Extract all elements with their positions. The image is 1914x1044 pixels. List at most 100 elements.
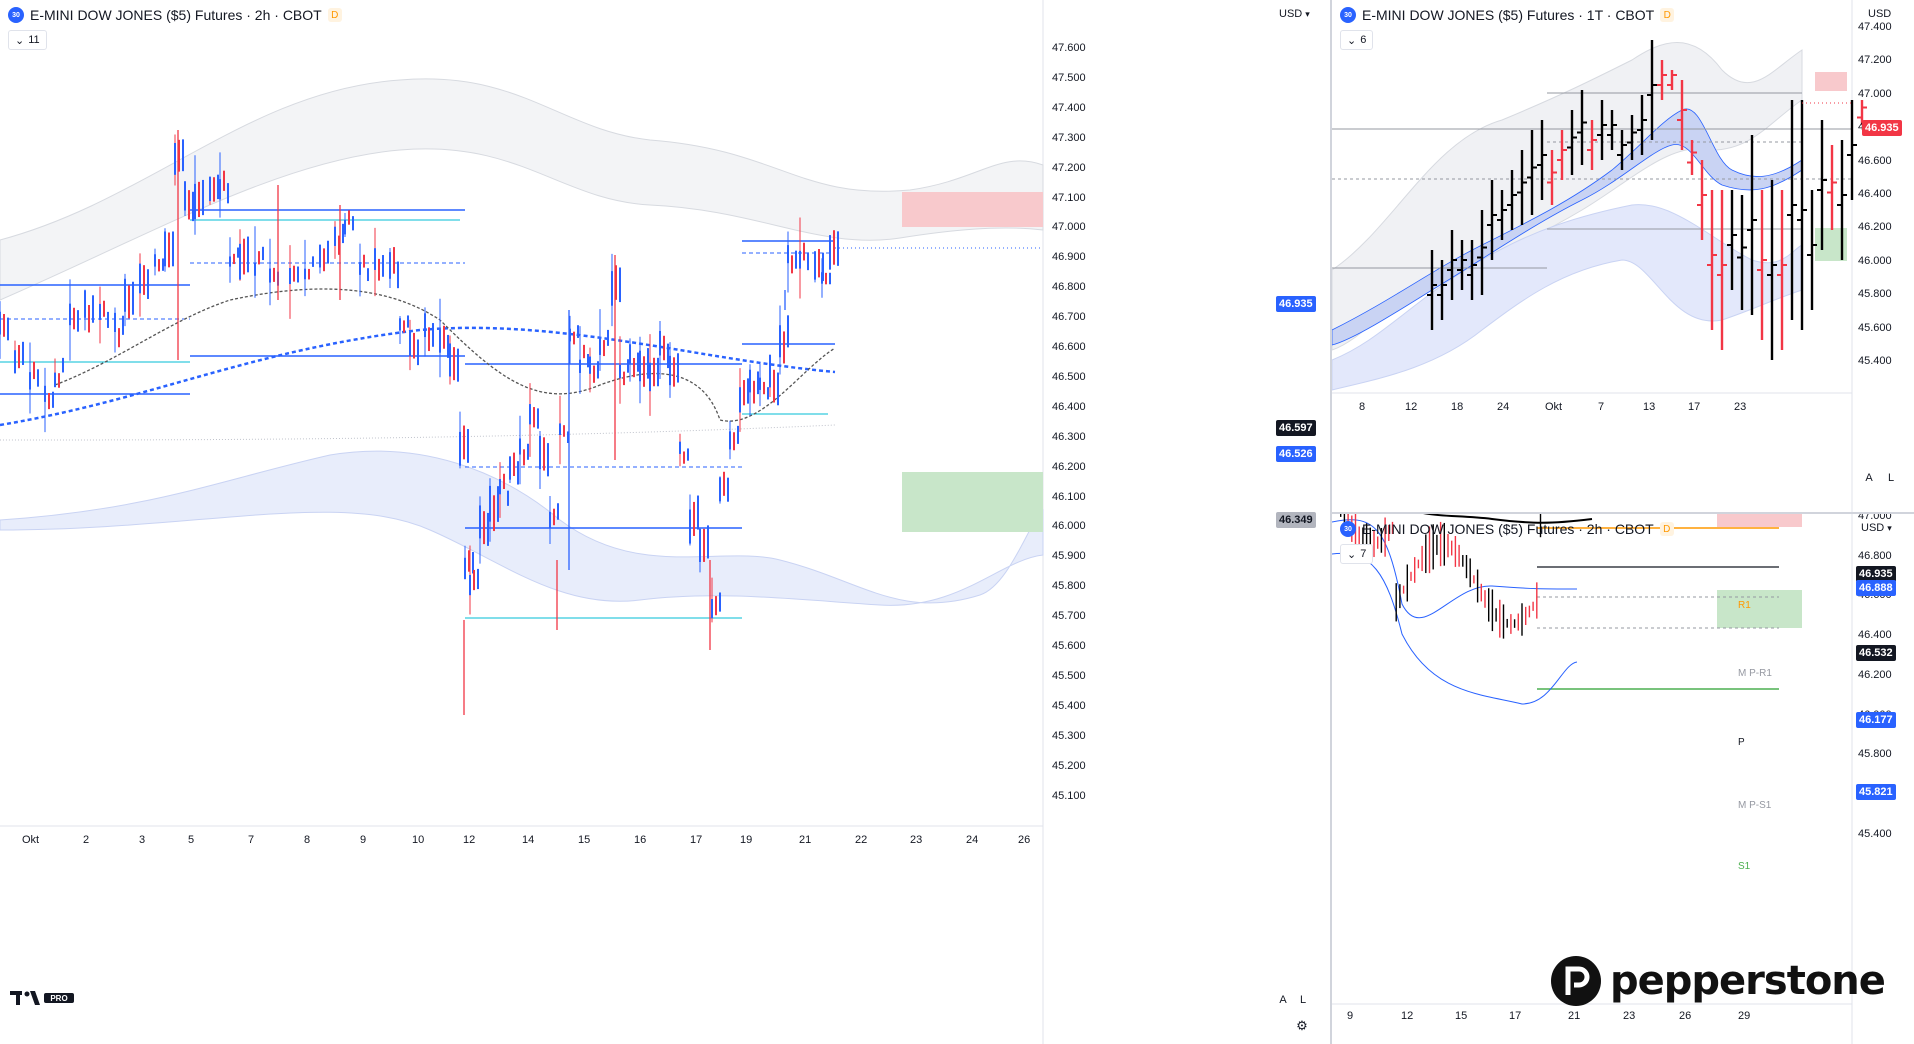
time-axis-label: 22 bbox=[855, 834, 868, 846]
price-axis-label: 47.600 bbox=[1052, 42, 1086, 54]
price-axis-label: 45.800 bbox=[1858, 748, 1892, 761]
price-axis-label: 47.000 bbox=[1052, 221, 1086, 234]
price-axis-label: 46.200 bbox=[1858, 668, 1892, 681]
supply-zone bbox=[1717, 514, 1802, 527]
log-scale-button[interactable]: L bbox=[1887, 472, 1895, 484]
price-axis-label: 46.600 bbox=[1858, 154, 1892, 167]
last-price-tag: 46.935 bbox=[1856, 566, 1896, 582]
indicators-count: 6 bbox=[1360, 34, 1367, 46]
ma-dotted bbox=[0, 424, 836, 441]
intraday-chart-title[interactable]: E-MINI DOW JONES ($5) Futures · 2h · CBO… bbox=[1362, 521, 1654, 537]
price-axis-label: 46.600 bbox=[1052, 341, 1086, 353]
time-axis-label: 12 bbox=[1405, 401, 1418, 413]
delayed-badge: D bbox=[1660, 8, 1675, 22]
vwap-lower-band-1 bbox=[1332, 519, 1578, 619]
indicators-toggle[interactable]: ⌄ 7 bbox=[1340, 544, 1374, 564]
price-axis-label: 47.200 bbox=[1052, 161, 1086, 174]
daily-chart-header: 30 E-MINI DOW JONES ($5) Futures · 1T · … bbox=[1340, 5, 1675, 25]
time-axis-label: 15 bbox=[1455, 1010, 1468, 1022]
symbol-badge[interactable]: 30 bbox=[1340, 521, 1356, 537]
chevron-down-icon: ▾ bbox=[1305, 8, 1310, 19]
ma-long bbox=[0, 326, 836, 427]
price-axis-label: 46.800 bbox=[1052, 281, 1086, 294]
time-axis-label: 19 bbox=[740, 834, 753, 846]
time-axis-label: 7 bbox=[1598, 401, 1605, 413]
daily-chart-title[interactable]: E-MINI DOW JONES ($5) Futures · 1T · CBO… bbox=[1362, 7, 1655, 23]
last-price-tag: 46.935 bbox=[1862, 120, 1902, 136]
price-axis-label: 46.700 bbox=[1052, 311, 1086, 324]
currency-selector[interactable]: USD bbox=[1864, 6, 1895, 22]
price-axis-label: 46.400 bbox=[1858, 629, 1892, 642]
demand-zone bbox=[1717, 590, 1802, 628]
price-axis-label: 46.100 bbox=[1052, 490, 1086, 503]
indicators-count: 11 bbox=[28, 34, 40, 46]
tradingview-logo: PRO bbox=[10, 991, 74, 1005]
main-chart-pane[interactable]: 30 E-MINI DOW JONES ($5) Futures · 2h · … bbox=[0, 0, 1332, 1044]
price-axis-label: 45.400 bbox=[1052, 699, 1086, 712]
price-axis-label: 45.700 bbox=[1052, 610, 1086, 623]
price-tag: 46.532 bbox=[1856, 645, 1896, 661]
time-axis-label: 21 bbox=[1568, 1010, 1581, 1022]
auto-scale-button[interactable]: A bbox=[1279, 994, 1287, 1006]
daily-chart-canvas[interactable] bbox=[1332, 0, 1914, 512]
currency-label: USD bbox=[1861, 522, 1885, 534]
price-axis-label: 45.900 bbox=[1052, 550, 1086, 563]
main-chart-canvas[interactable] bbox=[0, 0, 1330, 1044]
delayed-badge: D bbox=[1659, 522, 1674, 536]
price-axis-label: 46.300 bbox=[1052, 430, 1086, 443]
price-axis-label: 45.500 bbox=[1052, 669, 1086, 682]
time-axis-label: 12 bbox=[463, 834, 476, 846]
currency-selector[interactable]: USD ▾ bbox=[1857, 520, 1896, 536]
price-tag: 46.177 bbox=[1856, 712, 1896, 728]
time-axis-label: 23 bbox=[910, 834, 923, 846]
price-tag: 46.597 bbox=[1276, 420, 1316, 436]
time-axis-label: 13 bbox=[1643, 401, 1656, 413]
time-axis-label: Okt bbox=[22, 834, 40, 846]
pivot-label-r1: R1 bbox=[1738, 600, 1751, 611]
indicators-toggle[interactable]: ⌄ 6 bbox=[1340, 30, 1374, 50]
price-axis-label: 47.000 bbox=[1858, 87, 1892, 100]
price-axis-label: 47.400 bbox=[1858, 21, 1892, 33]
time-axis-label: 9 bbox=[1347, 1010, 1354, 1022]
time-axis-label: 18 bbox=[1451, 401, 1464, 413]
time-axis-label: 12 bbox=[1401, 1010, 1414, 1022]
upper-band bbox=[0, 78, 1044, 301]
price-axis-label: 46.200 bbox=[1858, 221, 1892, 234]
intraday-pivot-chart-pane[interactable]: 30 E-MINI DOW JONES ($5) Futures · 2h · … bbox=[1332, 514, 1914, 1044]
intraday-pivot-chart-canvas[interactable] bbox=[1332, 514, 1914, 1044]
pivot-label-s1: S1 bbox=[1738, 861, 1751, 872]
pepperstone-logo: pepperstone bbox=[1550, 955, 1886, 1007]
price-axis-label: 45.400 bbox=[1858, 355, 1892, 367]
price-axis-label: 46.500 bbox=[1052, 370, 1086, 383]
svg-text:PRO: PRO bbox=[50, 994, 67, 1003]
price-axis-label: 47.300 bbox=[1052, 131, 1086, 144]
vwap-lower-band-2 bbox=[1332, 552, 1578, 705]
main-chart-title[interactable]: E-MINI DOW JONES ($5) Futures · 2h · CBO… bbox=[30, 7, 322, 23]
pivot-label-p: P bbox=[1738, 737, 1745, 748]
time-axis-label: 23 bbox=[1623, 1010, 1636, 1022]
chevron-down-icon: ⌄ bbox=[15, 34, 25, 47]
symbol-badge[interactable]: 30 bbox=[1340, 7, 1356, 23]
auto-scale-button[interactable]: A bbox=[1865, 472, 1873, 484]
currency-selector[interactable]: USD ▾ bbox=[1275, 6, 1314, 22]
delayed-badge: D bbox=[327, 8, 342, 22]
price-axis-label: 46.800 bbox=[1858, 549, 1892, 562]
price-axis-label: 45.100 bbox=[1052, 789, 1086, 802]
price-tag: 46.526 bbox=[1276, 446, 1316, 462]
time-axis-label: 17 bbox=[1509, 1010, 1522, 1022]
daily-chart-pane[interactable]: 30 E-MINI DOW JONES ($5) Futures · 1T · … bbox=[1332, 0, 1914, 514]
log-scale-button[interactable]: L bbox=[1299, 994, 1307, 1006]
supply-zone bbox=[902, 192, 1043, 227]
price-tag: 46.349 bbox=[1276, 512, 1316, 528]
indicators-toggle[interactable]: ⌄ 11 bbox=[8, 30, 47, 50]
time-axis-label: 9 bbox=[360, 834, 367, 846]
price-axis-label: 46.900 bbox=[1052, 251, 1086, 264]
symbol-badge[interactable]: 30 bbox=[8, 7, 24, 23]
demand-zone bbox=[902, 472, 1043, 532]
time-axis-label: 15 bbox=[578, 834, 591, 846]
time-axis-label: Okt bbox=[1545, 401, 1563, 413]
price-axis-label: 45.300 bbox=[1052, 729, 1086, 742]
price-axis-label: 47.400 bbox=[1052, 101, 1086, 114]
gear-icon[interactable]: ⚙ bbox=[1296, 1018, 1308, 1033]
price-axis-label: 46.200 bbox=[1052, 460, 1086, 473]
